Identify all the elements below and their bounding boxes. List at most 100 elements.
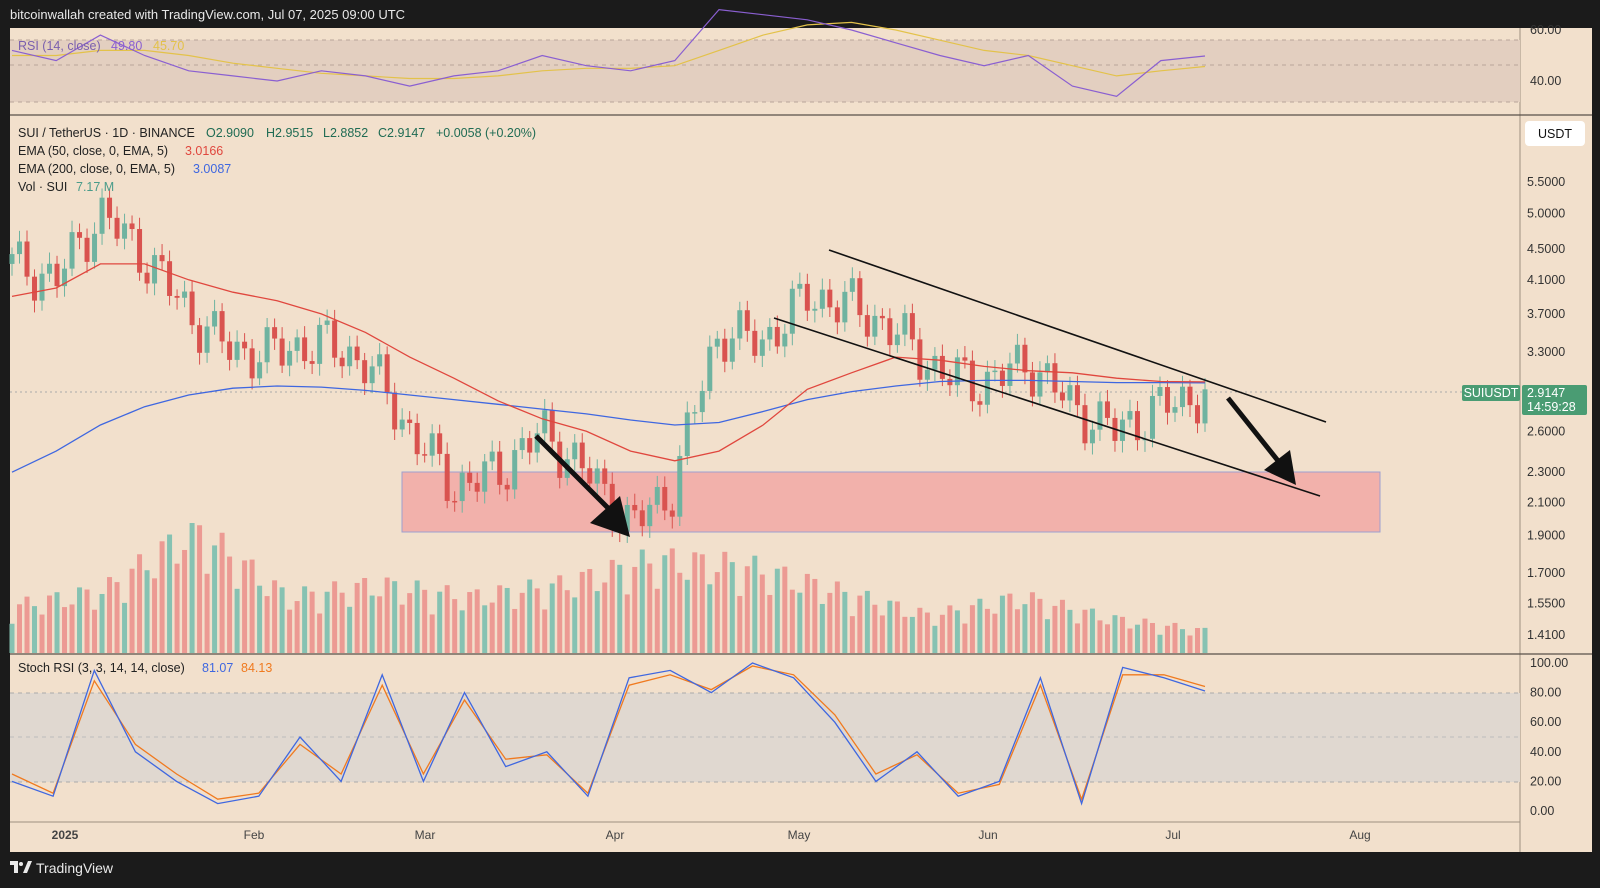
volume-bar [1127, 628, 1133, 653]
volume-bar [107, 577, 113, 653]
volume-bar [564, 590, 570, 653]
volume-bar [617, 564, 623, 653]
rsi-legend-label: RSI (14, close) [18, 39, 101, 53]
price-axis[interactable]: 5.5000 5.0000 4.5000 4.1000 3.7000 3.3000 2.60… [1527, 175, 1565, 642]
candle-body [399, 419, 405, 430]
bearish-arrow-1[interactable] [534, 434, 630, 537]
tradingview-logo[interactable]: TradingView [10, 860, 113, 876]
countdown-value: 14:59:28 [1527, 400, 1576, 414]
bearish-arrow-2[interactable] [1226, 396, 1296, 485]
price-tick-label: 3.3000 [1527, 345, 1565, 359]
candle-body [579, 442, 585, 469]
price-tick-label: 1.5500 [1527, 596, 1565, 610]
candle-body [467, 472, 473, 483]
candle-body [714, 338, 720, 347]
ohlc-high: H2.9515 [266, 126, 313, 140]
volume-bar [962, 623, 968, 653]
volume-bar [1187, 635, 1193, 653]
volume-bar [1067, 609, 1073, 653]
volume-bar [879, 615, 885, 653]
stoch-tick-label: 40.00 [1530, 745, 1561, 759]
candle-body [84, 237, 90, 262]
candle-body [797, 283, 803, 289]
candle-body [504, 484, 510, 490]
candle-body [354, 346, 360, 361]
candle-body [902, 313, 908, 335]
price-tick-label: 1.7000 [1527, 566, 1565, 580]
volume-bar [519, 592, 525, 653]
volume-bar [39, 614, 45, 653]
volume-bar [219, 532, 225, 653]
candle-body [887, 318, 893, 346]
time-tick-label: Mar [415, 828, 436, 842]
time-tick-label: 2025 [52, 828, 79, 842]
stoch-tick-label: 20.00 [1530, 774, 1561, 788]
price-tick-label: 4.5000 [1527, 242, 1565, 256]
candle-body [864, 315, 870, 337]
candle-body [437, 433, 443, 454]
rsi-axis: 60.00 40.00 [1530, 23, 1561, 88]
volume-bar [1149, 622, 1155, 653]
channel-lower-trendline[interactable] [773, 317, 1321, 497]
volume-bar [414, 580, 420, 653]
channel-upper-trendline[interactable] [828, 249, 1327, 423]
candle-body [257, 362, 263, 379]
price-tick-label: 1.9000 [1527, 529, 1565, 543]
currency-button[interactable]: USDT [1525, 121, 1585, 146]
volume-bar [497, 585, 503, 653]
volume-bar [264, 596, 270, 653]
volume-bar [287, 609, 293, 653]
volume-bar [639, 549, 645, 653]
candle-body [699, 390, 705, 413]
volume-bar [977, 598, 983, 653]
candle-body [1089, 429, 1095, 444]
volume-bar [354, 582, 360, 653]
volume-bar [174, 563, 180, 653]
volume-bar [992, 613, 998, 653]
candle-body [332, 320, 338, 358]
volume-bar [789, 589, 795, 653]
candle-body [392, 392, 398, 430]
volume-bar [969, 605, 975, 653]
stoch-tick-label: 100.00 [1530, 656, 1568, 670]
trading-chart[interactable]: RSI (14, close) 49.80 45.70 SUI / Tether… [0, 0, 1600, 852]
volume-bar [857, 595, 863, 653]
candle-body [197, 325, 203, 353]
candle-body [917, 339, 923, 380]
candle-body [692, 412, 698, 414]
ema50-line [11, 263, 1206, 462]
candle-body [174, 295, 180, 298]
volume-bar [999, 595, 1005, 653]
volume-bar [744, 566, 750, 653]
candle-body [69, 232, 75, 269]
candle-body [1037, 372, 1043, 397]
volume-bar [317, 613, 323, 653]
volume-bar [939, 614, 945, 653]
volume-bar [159, 541, 165, 653]
rsi-legend-value: 49.80 [111, 39, 142, 53]
volume-bar [512, 608, 518, 653]
candle-body [662, 486, 668, 511]
volume-bar [114, 582, 120, 653]
candle-body [189, 291, 195, 326]
volume-bar [234, 588, 240, 653]
candle-body [1119, 419, 1125, 441]
candle-body [827, 289, 833, 308]
candle-body [767, 326, 773, 340]
vol-legend-value: 7.17 M [76, 180, 114, 194]
candle-body [632, 504, 638, 511]
volume-bar [452, 599, 458, 653]
volume-bar [677, 572, 683, 653]
stoch-legend-label: Stoch RSI (3, 3, 14, 14, close) [18, 661, 185, 675]
volume-bar [797, 592, 803, 653]
brand-name: TradingView [36, 860, 114, 876]
main-legend: SUI / TetherUS · 1D · BINANCE O2.9090 H2… [18, 126, 536, 194]
stoch-legend-d: 84.13 [241, 661, 272, 675]
ohlc-low: L2.8852 [323, 126, 368, 140]
time-axis[interactable]: 2025 Feb Mar Apr May Jun Jul Aug [52, 828, 1371, 842]
stoch-tick-label: 60.00 [1530, 715, 1561, 729]
candle-body [114, 217, 120, 239]
candle-body [302, 337, 308, 362]
volume-bar [827, 592, 833, 653]
stoch-legend-k: 81.07 [202, 661, 233, 675]
